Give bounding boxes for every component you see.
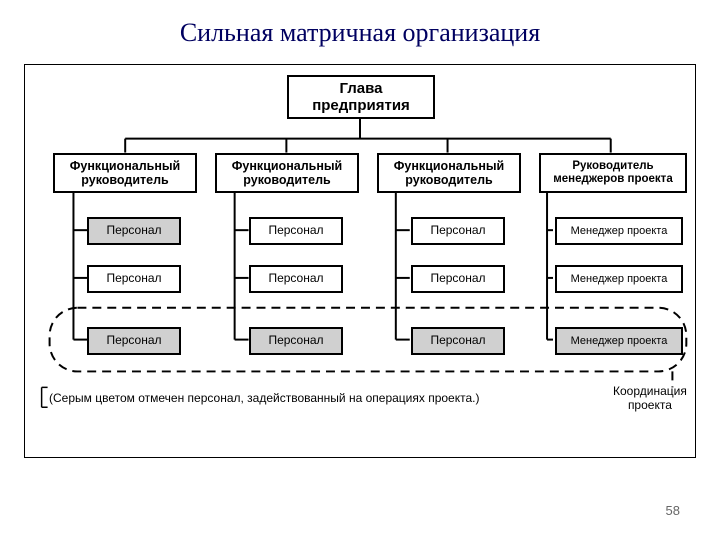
staff-node: Персонал — [249, 327, 343, 355]
staff-node: Персонал — [411, 265, 505, 293]
staff-node: Менеджер проекта — [555, 265, 683, 293]
manager-node: Функциональный руководитель — [215, 153, 359, 193]
manager-node: Руководитель менеджеров проекта — [539, 153, 687, 193]
staff-node: Персонал — [249, 265, 343, 293]
staff-node: Менеджер проекта — [555, 217, 683, 245]
manager-node: Функциональный руководитель — [53, 153, 197, 193]
page-title: Сильная матричная организация — [0, 18, 720, 48]
head-node: Глава предприятия — [287, 75, 435, 119]
staff-node: Персонал — [249, 217, 343, 245]
staff-node: Персонал — [87, 327, 181, 355]
page-number: 58 — [666, 503, 680, 518]
legend-text: (Серым цветом отмечен персонал, задейств… — [49, 391, 479, 405]
staff-node: Персонал — [87, 217, 181, 245]
manager-node: Функциональный руководитель — [377, 153, 521, 193]
staff-node: Персонал — [87, 265, 181, 293]
staff-node: Менеджер проекта — [555, 327, 683, 355]
coordination-label: Координация проекта — [613, 385, 687, 413]
staff-node: Персонал — [411, 217, 505, 245]
diagram-frame: Глава предприятия Функциональный руковод… — [24, 64, 696, 458]
staff-node: Персонал — [411, 327, 505, 355]
